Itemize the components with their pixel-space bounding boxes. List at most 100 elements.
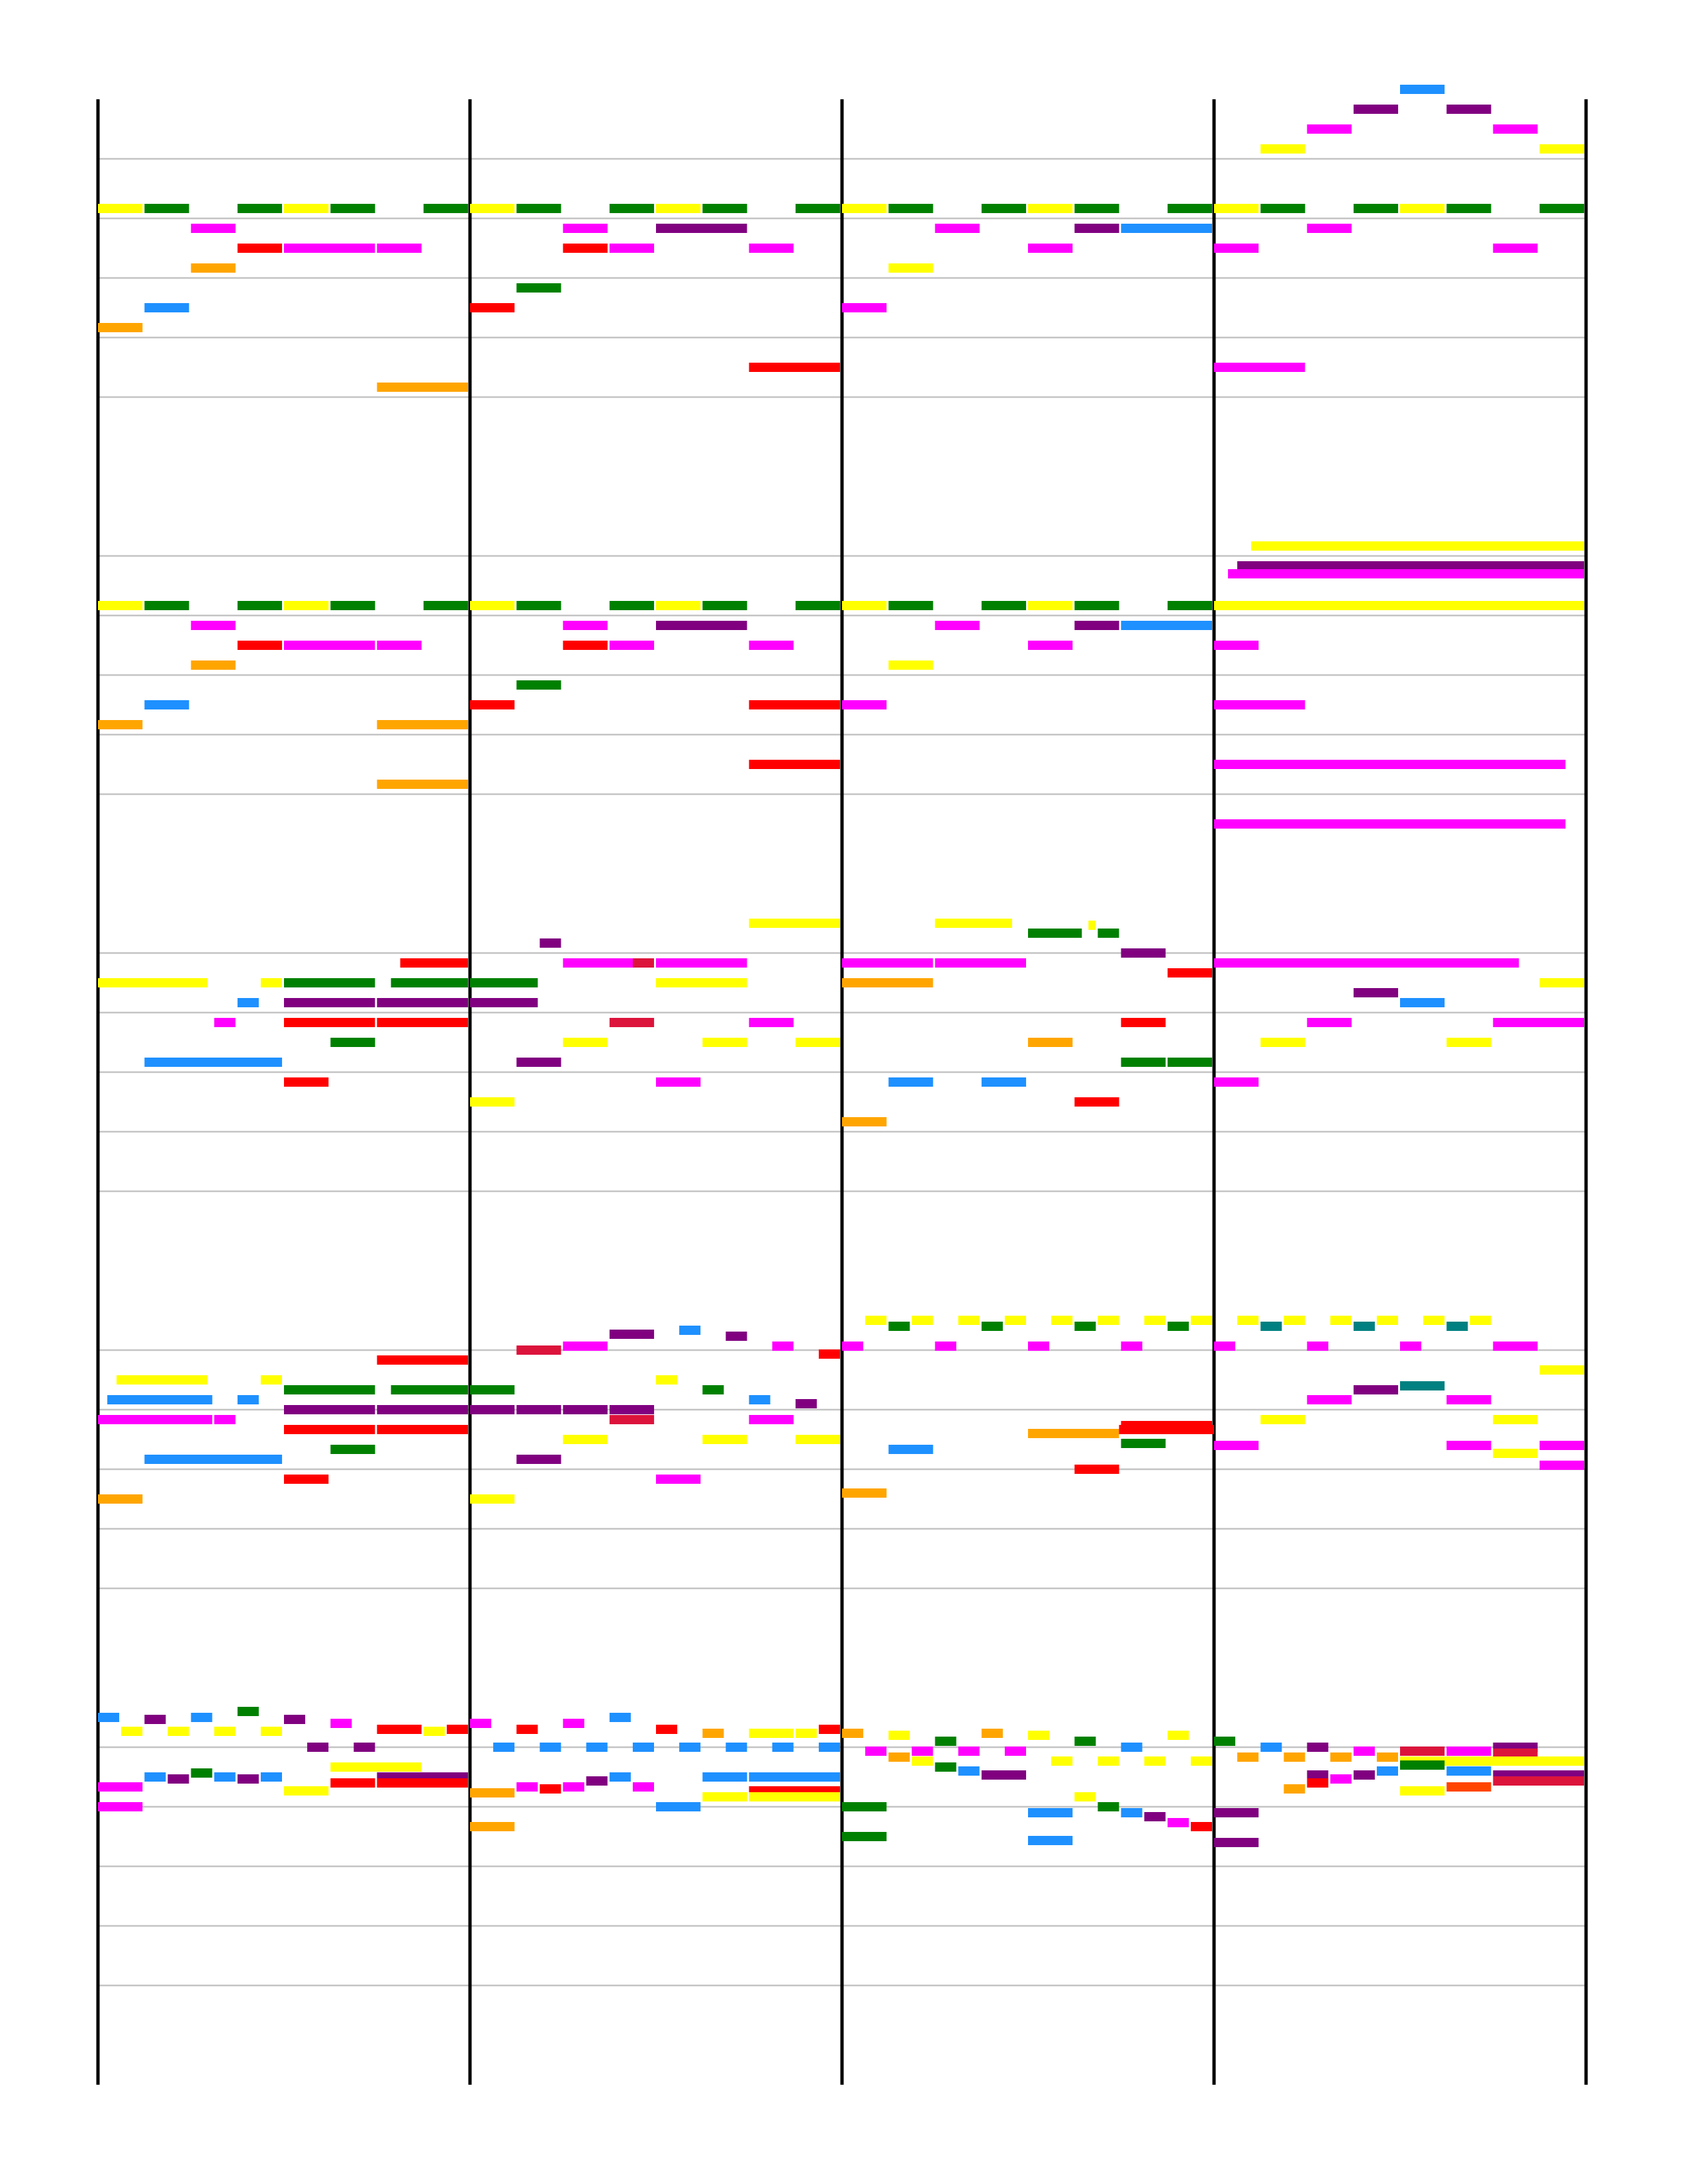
note-block bbox=[1028, 244, 1073, 253]
note-block bbox=[1028, 1429, 1119, 1438]
note-block bbox=[563, 641, 608, 650]
note-block bbox=[586, 1776, 608, 1786]
note-block bbox=[1307, 1770, 1329, 1780]
note-block bbox=[330, 1445, 375, 1454]
note-block bbox=[284, 1475, 329, 1484]
note-block bbox=[1400, 204, 1445, 213]
note-block bbox=[1539, 1365, 1585, 1375]
note-block bbox=[1028, 1342, 1050, 1351]
note-block bbox=[516, 283, 561, 293]
note-block bbox=[935, 1737, 957, 1746]
note-block bbox=[1214, 1808, 1259, 1817]
note-block bbox=[307, 1743, 329, 1752]
note-block bbox=[1190, 1756, 1212, 1766]
note-block bbox=[1214, 244, 1259, 253]
note-block bbox=[214, 1018, 236, 1027]
note-block bbox=[749, 1415, 794, 1424]
note-block bbox=[493, 1743, 515, 1752]
note-block bbox=[1251, 541, 1584, 551]
note-block bbox=[1167, 1058, 1213, 1067]
note-block bbox=[1167, 1731, 1189, 1740]
note-block bbox=[284, 601, 329, 610]
note-block bbox=[516, 204, 561, 213]
note-block bbox=[98, 601, 143, 610]
note-block bbox=[1144, 1756, 1166, 1766]
note-block bbox=[1028, 1038, 1073, 1047]
note-block bbox=[98, 1713, 120, 1722]
note-block bbox=[1074, 621, 1119, 630]
note-block bbox=[1214, 819, 1566, 829]
note-block bbox=[470, 1385, 515, 1394]
note-block bbox=[470, 1788, 515, 1797]
note-block bbox=[749, 700, 840, 709]
note-block bbox=[749, 1772, 840, 1782]
note-block bbox=[1028, 1836, 1073, 1845]
note-block bbox=[1330, 1316, 1352, 1325]
note-block bbox=[609, 1713, 631, 1722]
note-block bbox=[98, 1415, 212, 1424]
note-block bbox=[632, 958, 654, 968]
note-block bbox=[1260, 144, 1305, 154]
note-block bbox=[214, 1772, 236, 1782]
note-block bbox=[214, 1415, 236, 1424]
note-block bbox=[377, 780, 468, 789]
note-block bbox=[284, 641, 375, 650]
note-block bbox=[609, 1018, 655, 1027]
note-block bbox=[842, 1832, 887, 1841]
note-block bbox=[470, 1719, 492, 1728]
note-block bbox=[1121, 1018, 1166, 1027]
note-block bbox=[1307, 1342, 1329, 1351]
note-block bbox=[609, 1330, 655, 1339]
note-block bbox=[912, 1756, 933, 1766]
note-block bbox=[842, 303, 887, 312]
note-block bbox=[1121, 621, 1212, 630]
note-block bbox=[1214, 1342, 1236, 1351]
note-block bbox=[935, 919, 1012, 928]
note-block bbox=[470, 1097, 515, 1107]
note-block bbox=[1098, 1316, 1119, 1325]
note-block bbox=[679, 1743, 701, 1752]
note-block bbox=[1121, 224, 1212, 233]
note-block bbox=[1400, 1786, 1445, 1796]
note-block bbox=[470, 601, 515, 610]
note-block bbox=[470, 1822, 515, 1831]
note-block bbox=[749, 1792, 840, 1801]
note-block bbox=[284, 1018, 375, 1027]
note-block bbox=[1307, 1743, 1329, 1752]
note-block bbox=[1446, 1766, 1491, 1776]
note-block bbox=[1121, 948, 1166, 958]
note-block bbox=[563, 1342, 608, 1351]
note-block bbox=[144, 204, 189, 213]
note-block bbox=[1237, 1316, 1259, 1325]
note-block bbox=[702, 1435, 747, 1444]
note-block bbox=[284, 1385, 375, 1394]
note-block bbox=[702, 1772, 747, 1782]
note-block bbox=[237, 1395, 259, 1404]
note-block bbox=[1307, 1778, 1329, 1788]
note-block bbox=[1121, 1058, 1166, 1067]
note-block bbox=[446, 1725, 468, 1734]
note-block bbox=[377, 1725, 422, 1734]
note-block bbox=[516, 1058, 561, 1067]
note-block bbox=[749, 919, 840, 928]
note-block bbox=[1167, 601, 1213, 610]
note-block bbox=[656, 601, 701, 610]
note-block bbox=[167, 1774, 189, 1784]
note-block bbox=[470, 303, 515, 312]
note-block bbox=[1051, 1316, 1073, 1325]
note-block bbox=[1074, 1322, 1096, 1331]
note-block bbox=[423, 204, 469, 213]
note-block bbox=[912, 1747, 933, 1756]
note-block bbox=[609, 601, 655, 610]
note-block bbox=[1098, 1756, 1119, 1766]
note-block bbox=[563, 958, 654, 968]
note-block bbox=[865, 1316, 887, 1325]
note-block bbox=[1330, 1774, 1352, 1784]
note-block bbox=[1493, 1415, 1538, 1424]
note-block bbox=[726, 1743, 747, 1752]
note-block bbox=[284, 998, 375, 1007]
note-block bbox=[1400, 1747, 1445, 1756]
note-block bbox=[117, 1375, 208, 1385]
note-block bbox=[842, 1729, 864, 1738]
note-block bbox=[260, 1772, 282, 1782]
